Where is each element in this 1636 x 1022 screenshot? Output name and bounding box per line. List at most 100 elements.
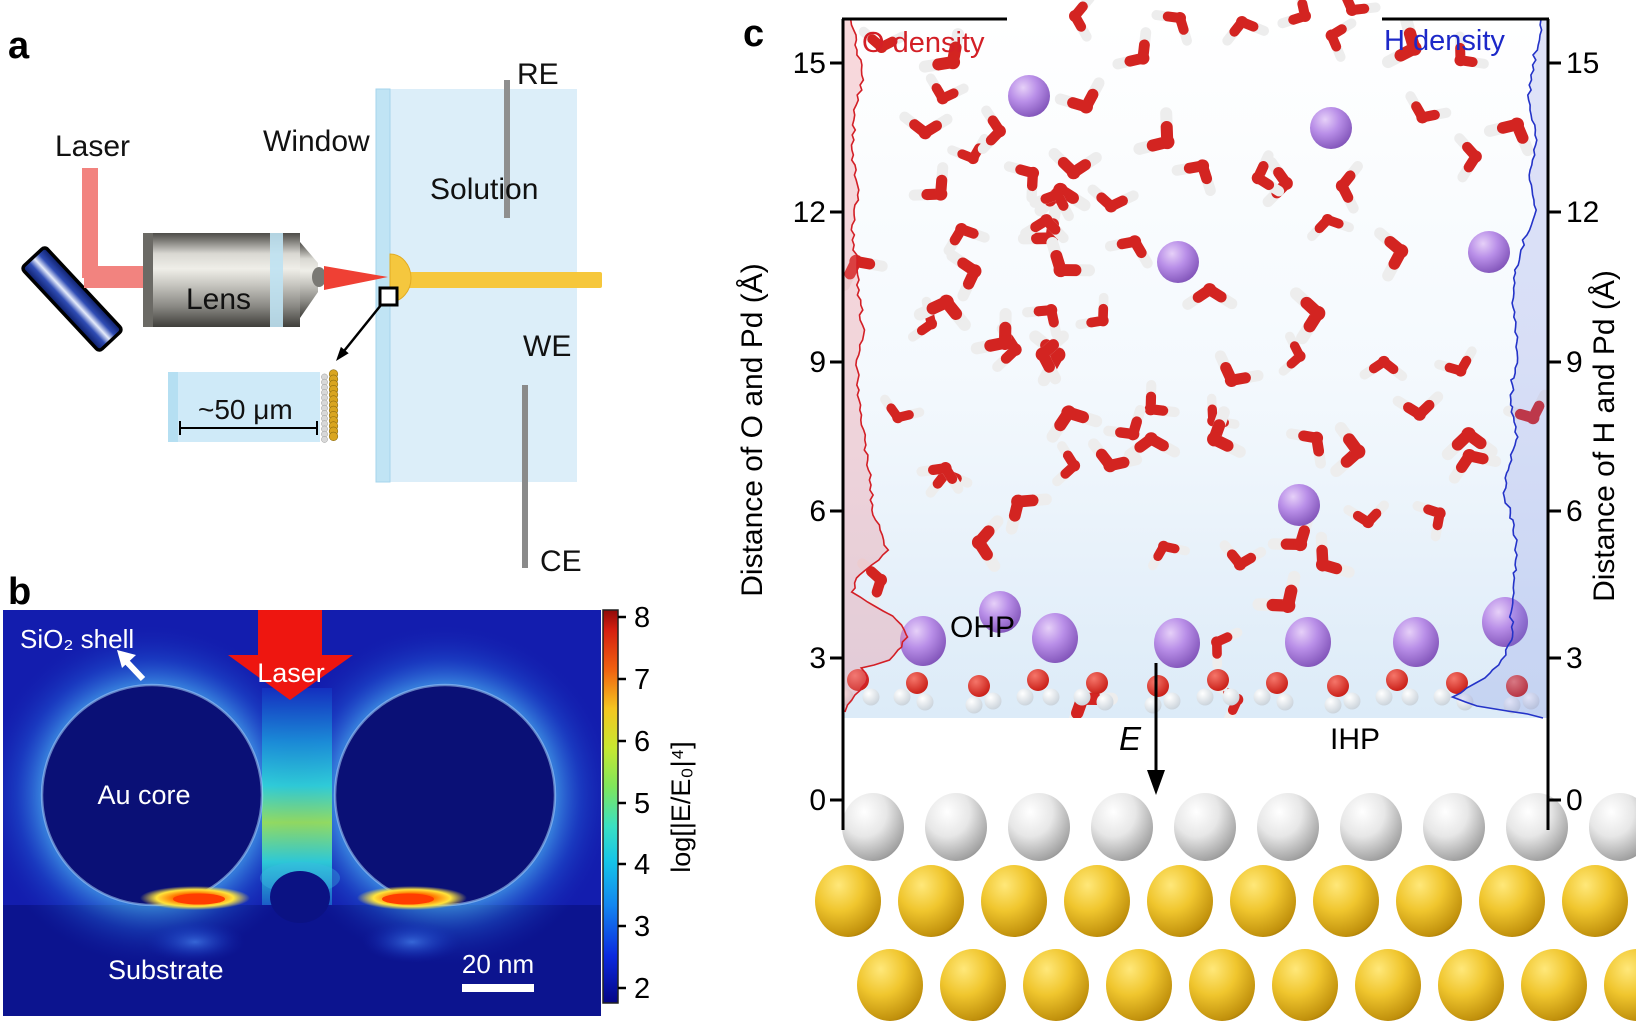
shell-pointer-arrow bbox=[117, 650, 146, 682]
water-molecule bbox=[1434, 346, 1477, 377]
left-axis-title: Distance of O and Pd (Å) bbox=[736, 263, 769, 597]
laser-b-label: Laser bbox=[257, 658, 325, 688]
solution-label: Solution bbox=[430, 173, 538, 206]
molecules bbox=[843, 0, 1548, 718]
water-molecule bbox=[925, 73, 969, 105]
water-molecule bbox=[857, 558, 888, 609]
water-molecule bbox=[1088, 438, 1143, 473]
oxygen-atom bbox=[1207, 669, 1229, 691]
water-molecule bbox=[971, 515, 1004, 572]
zoom-arrow-head bbox=[336, 346, 349, 361]
oxygen-center bbox=[939, 294, 954, 310]
left-tick-label: 9 bbox=[809, 346, 826, 379]
oxygen-center bbox=[1068, 459, 1081, 472]
water-molecule bbox=[1219, 540, 1267, 571]
oxygen-center bbox=[1035, 347, 1050, 362]
ce-electrode-rod bbox=[522, 385, 528, 568]
laser-beam-vertical bbox=[82, 168, 98, 278]
oxygen-center bbox=[1040, 214, 1053, 227]
hydrogen-atom bbox=[1276, 693, 1294, 711]
water-molecule bbox=[858, 26, 908, 53]
h-density-legend: H density bbox=[1384, 25, 1505, 57]
na-ion bbox=[1468, 231, 1510, 273]
oxygen-center bbox=[1202, 283, 1217, 297]
oxygen-center bbox=[1461, 427, 1476, 442]
oxygen-center bbox=[1061, 405, 1076, 420]
focused-beam-cone bbox=[324, 266, 388, 290]
oxygen-center bbox=[1321, 213, 1334, 226]
oxygen-center bbox=[1053, 262, 1068, 278]
oxygen-center bbox=[1462, 448, 1477, 463]
water-molecule bbox=[843, 254, 888, 291]
water-molecule bbox=[1448, 448, 1502, 484]
pd-layer bbox=[842, 793, 1636, 861]
colorbar-tick-label: 5 bbox=[634, 788, 650, 820]
au-atom bbox=[815, 865, 881, 937]
oxygen-center bbox=[1026, 166, 1040, 180]
hydrogen-atom bbox=[1073, 688, 1091, 706]
hydrogen-atom bbox=[1196, 688, 1214, 706]
hydrogen-atom bbox=[893, 688, 911, 706]
na-ion bbox=[1310, 107, 1352, 149]
oxygen-center bbox=[1158, 540, 1170, 552]
water-molecule bbox=[1020, 214, 1069, 244]
ihp-label: IHP bbox=[1330, 723, 1380, 756]
nanoparticle-chain bbox=[321, 369, 339, 443]
axis-ticks: 15 15 12 12 9 9 6 6 3 3 0 0 bbox=[793, 47, 1600, 817]
oxygen-center bbox=[1097, 314, 1109, 327]
au-atom bbox=[1396, 865, 1462, 937]
ce-label: CE bbox=[540, 545, 582, 578]
pd-atom bbox=[1091, 793, 1153, 861]
au-atom bbox=[857, 949, 923, 1021]
water-molecule bbox=[1029, 188, 1074, 222]
oxygen-center bbox=[934, 187, 948, 201]
au-atom bbox=[898, 865, 964, 937]
re-label: RE bbox=[517, 58, 559, 91]
na-ion bbox=[1157, 241, 1199, 283]
oxygen-center bbox=[1469, 150, 1482, 163]
silica-bead bbox=[321, 436, 328, 443]
left-tick-label: 0 bbox=[809, 784, 826, 817]
water-molecule bbox=[1405, 91, 1452, 124]
na-ion-ohp bbox=[1032, 613, 1078, 663]
oxygen-center bbox=[1325, 29, 1338, 42]
pd-atom bbox=[1008, 793, 1070, 861]
oxygen-center bbox=[1009, 343, 1022, 356]
pd-atom bbox=[1174, 793, 1236, 861]
mirror bbox=[21, 246, 123, 352]
water-molecule bbox=[1325, 18, 1357, 62]
au-atom bbox=[1023, 949, 1089, 1021]
water-molecule bbox=[1048, 148, 1102, 180]
water-molecule bbox=[1330, 422, 1366, 477]
na-ion bbox=[979, 591, 1021, 633]
oxygen-center bbox=[1293, 537, 1308, 552]
water-molecule bbox=[1343, 500, 1390, 529]
oxygen-center bbox=[967, 264, 982, 278]
oxygen-center bbox=[1454, 365, 1467, 377]
water-molecule bbox=[1412, 500, 1446, 542]
hydrogen-atom bbox=[843, 688, 854, 706]
au-nanoparticle-right bbox=[333, 683, 557, 907]
au-atom bbox=[1479, 865, 1545, 937]
colorbar-tick-label: 2 bbox=[634, 973, 650, 1005]
efield-arrow bbox=[1147, 663, 1165, 795]
oxygen-center bbox=[1294, 350, 1306, 362]
water-molecule bbox=[1046, 236, 1096, 278]
oxygen-center bbox=[1126, 427, 1140, 441]
hydrogen-atom bbox=[1324, 696, 1342, 714]
water-molecule bbox=[1337, 0, 1381, 16]
hotspot-core-left bbox=[173, 893, 225, 905]
water-molecule bbox=[1151, 10, 1192, 46]
oxygen-center bbox=[1103, 458, 1117, 473]
pd-atom bbox=[1340, 793, 1402, 861]
left-tick-label: 3 bbox=[809, 642, 826, 675]
au-atom bbox=[1604, 949, 1636, 1021]
oxygen-center bbox=[1236, 16, 1248, 28]
oxygen-center bbox=[1207, 432, 1222, 447]
we-label: WE bbox=[523, 330, 571, 363]
au-atom bbox=[1355, 949, 1421, 1021]
oxygen-center bbox=[939, 462, 952, 475]
pd-atom bbox=[1589, 793, 1636, 861]
oxygen-center bbox=[1526, 411, 1540, 425]
